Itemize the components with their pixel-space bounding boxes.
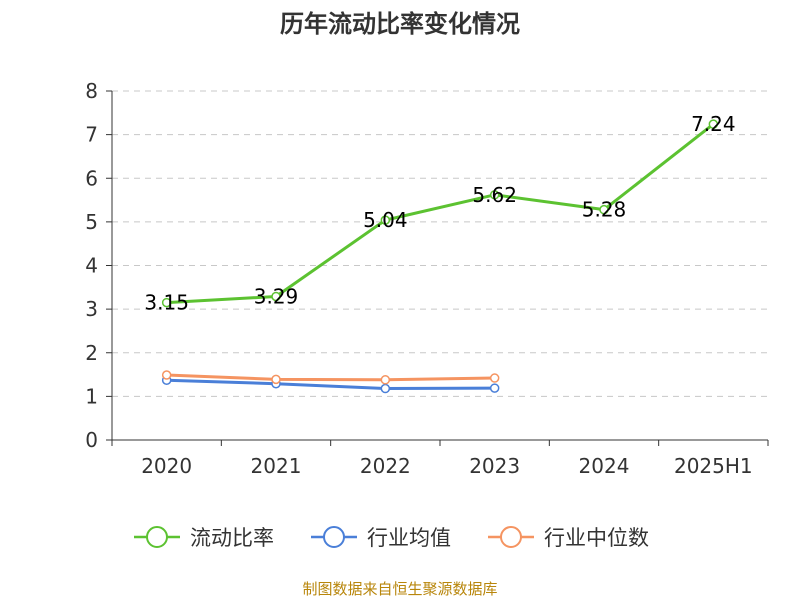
y-tick-label: 8 bbox=[85, 79, 98, 103]
data-point bbox=[489, 383, 500, 393]
x-tick-label: 2024 bbox=[579, 454, 630, 478]
data-point bbox=[271, 291, 281, 302]
series-line-1 bbox=[166, 378, 495, 391]
data-point bbox=[489, 190, 500, 200]
data-point bbox=[708, 119, 719, 129]
source-footer: 制图数据来自恒生聚源数据库 bbox=[302, 580, 498, 598]
data-point bbox=[380, 383, 391, 394]
data-point bbox=[161, 297, 172, 308]
legend-label: 行业中位数 bbox=[544, 526, 649, 550]
y-tick-label: 6 bbox=[85, 166, 98, 190]
series-line-2 bbox=[166, 373, 495, 382]
legend-label: 流动比率 bbox=[190, 526, 274, 550]
data-point bbox=[380, 215, 391, 225]
chart-title: 历年流动比率变化情况 bbox=[280, 10, 520, 38]
y-tick-label: 7 bbox=[85, 123, 98, 147]
data-point bbox=[380, 375, 391, 385]
y-tick-label: 4 bbox=[85, 254, 98, 278]
x-tick-label: 2020 bbox=[141, 454, 192, 478]
y-tick-label: 0 bbox=[85, 428, 98, 452]
x-tick-label: 2025H1 bbox=[674, 454, 753, 478]
data-label: 7.24 bbox=[691, 112, 736, 136]
x-tick-label: 2021 bbox=[251, 454, 302, 478]
data-point bbox=[161, 370, 172, 380]
legend-marker bbox=[500, 526, 522, 548]
series-line-0 bbox=[166, 122, 715, 305]
legend-marker bbox=[146, 526, 168, 548]
x-tick-label: 2023 bbox=[469, 454, 520, 478]
data-label: 3.15 bbox=[144, 291, 189, 315]
data-label: 3.29 bbox=[254, 284, 299, 308]
data-point bbox=[489, 373, 500, 383]
legend-marker bbox=[323, 526, 345, 548]
x-tick-label: 2022 bbox=[360, 454, 411, 478]
data-point bbox=[599, 204, 609, 215]
y-tick-label: 3 bbox=[85, 297, 98, 321]
data-label: 5.28 bbox=[582, 198, 627, 222]
data-label: 5.62 bbox=[472, 183, 517, 207]
y-tick-label: 5 bbox=[85, 210, 98, 234]
data-label: 5.04 bbox=[363, 208, 408, 232]
data-point bbox=[271, 374, 281, 385]
legend-label: 行业均值 bbox=[367, 526, 451, 550]
y-tick-label: 1 bbox=[85, 384, 98, 408]
y-tick-label: 2 bbox=[85, 341, 98, 365]
